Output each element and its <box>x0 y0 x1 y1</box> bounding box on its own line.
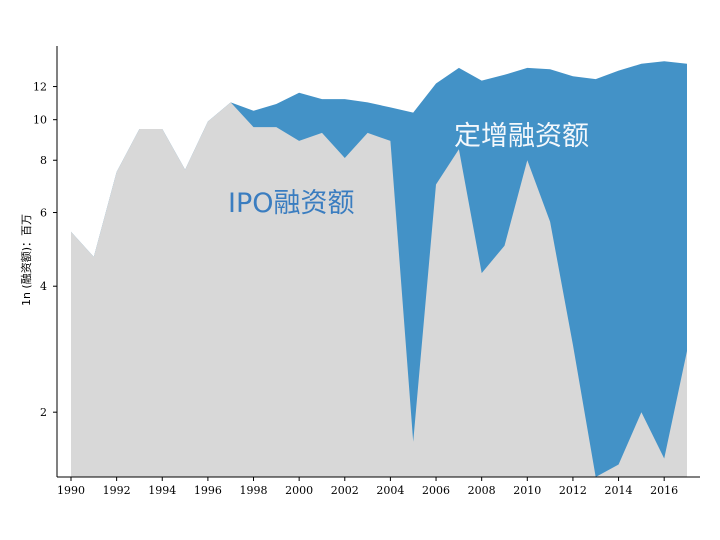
x-tick-label: 1996 <box>194 484 222 497</box>
annotation-ipo: IPO融资额 <box>228 188 355 219</box>
y-tick-label: 2 <box>40 406 47 419</box>
x-tick-label: 2008 <box>468 484 496 497</box>
x-tick-label: 2016 <box>650 484 678 497</box>
y-tick-label: 4 <box>40 280 47 293</box>
plot-area: IPO融资额 定增融资额 <box>71 61 687 478</box>
x-tick-label: 2004 <box>376 484 404 497</box>
y-tick-label: 6 <box>40 207 47 220</box>
x-tick-label: 1990 <box>57 484 85 497</box>
x-tick-label: 2000 <box>285 484 313 497</box>
x-tick-label: 2014 <box>605 484 633 497</box>
y-tick-label: 10 <box>33 114 47 127</box>
y-axis: 2 4 6 8 10 12 <box>33 46 58 477</box>
x-tick-label: 1994 <box>148 484 176 497</box>
annotation-private-placement: 定增融资额 <box>454 121 589 152</box>
area-ipo <box>71 102 687 478</box>
y-tick-label: 12 <box>33 81 47 94</box>
x-tick-label: 1998 <box>240 484 268 497</box>
y-axis-label: 1n (融资额)：百万 <box>20 214 33 306</box>
x-tick-label: 1992 <box>103 484 131 497</box>
x-tick-label: 2002 <box>331 484 359 497</box>
x-tick-label: 2010 <box>513 484 541 497</box>
x-tick-label: 2012 <box>559 484 587 497</box>
x-tick-label: 2006 <box>422 484 450 497</box>
y-tick-label: 8 <box>40 154 47 167</box>
x-axis: 1990 1992 1994 1996 1998 2000 2002 2004 2006 2008… <box>57 476 700 497</box>
